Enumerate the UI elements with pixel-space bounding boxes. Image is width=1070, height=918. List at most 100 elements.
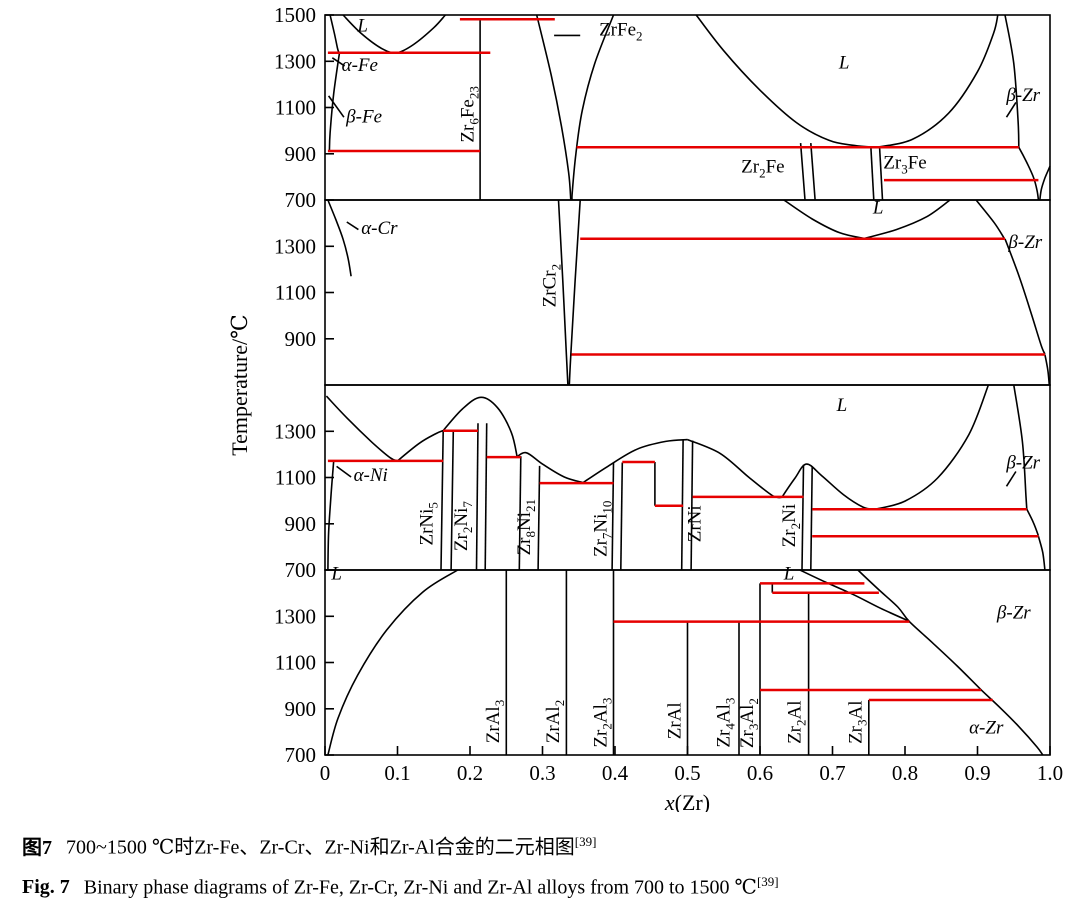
phase-boundary-zrni5-right: [450, 430, 455, 571]
phase-label-zr3al2: Zr3Al2: [737, 698, 761, 748]
phase-label-zral2: ZrAl2: [543, 700, 567, 743]
phase-label-zr: β-Zr: [1005, 452, 1040, 473]
y-tick-label: 1100: [275, 281, 316, 305]
x-tick-label: 0.4: [602, 761, 629, 785]
phase-boundary-zr8ni21-right: [537, 465, 541, 571]
panel-zr-fe: 1500 1300 1100 900 700 Lα-Fe β-Fe Zr6Fe23 ZrFe2 L…: [274, 3, 1051, 212]
phase-boundary-betafe-leader: [327, 95, 345, 118]
phase-label-zrni5: ZrNi5: [416, 502, 440, 545]
phase-boundary-liq-left: [327, 569, 459, 756]
phase-label-fe: β-Fe: [345, 107, 382, 128]
phase-boundary-liq5: [582, 438, 688, 484]
phase-label-zr: α-Zr: [969, 718, 1004, 739]
x-tick-label: 0.1: [384, 761, 410, 785]
caption-zh-label: 图7: [22, 836, 52, 859]
x-axis-label: x(Zr): [664, 790, 710, 812]
phase-label-l: L: [356, 16, 368, 37]
y-tick-label: 900: [285, 327, 317, 351]
phase-boundary-liq6: [687, 438, 782, 499]
phase-boundary-liquidus-zr: [875, 14, 999, 149]
x-axis: 0 0.1 0.2 0.3 0.4 0.5 0.6 0.7 0.8 0.9 1.0: [320, 746, 1063, 785]
phase-boundary-betazr-solidus: [1013, 384, 1028, 510]
x-tick-label: 0: [320, 761, 331, 785]
phase-label-l: L: [838, 53, 850, 74]
panel-border: [324, 14, 1051, 201]
phase-boundary-betazr-solvus: [1004, 238, 1046, 355]
phase-boundary-liquidus-asc: [864, 199, 951, 240]
phase-label-zr2al: Zr2Al: [785, 700, 809, 743]
phase-label-zral3: ZrAl3: [483, 700, 507, 743]
phase-boundary-zr7ni10-left: [611, 462, 615, 571]
phase-label-zr2al3: Zr2Al3: [590, 698, 614, 748]
phase-boundary-zr2fe-left: [799, 143, 806, 201]
panel-zr-ni: 1300 1100 900 700 α-Ni ZrNi5 Zr2Ni7 Zr8Ni21 Zr7N…: [274, 384, 1051, 582]
phase-boundary-zr2fe-right: [810, 143, 816, 201]
caption-zh: 图7 700~1500 ℃时Zr-Fe、Zr-Cr、Zr-Ni和Zr-Al合金的二…: [22, 834, 1070, 861]
phase-boundary-gammafe-solvus: [328, 52, 341, 152]
y-tick-label: 1100: [275, 466, 316, 490]
phase-boundary-betazr-tail: [1044, 354, 1051, 386]
phase-boundary-zr8ni21-left: [518, 456, 522, 571]
phase-boundary-liquidus-desc: [783, 199, 865, 240]
phase-boundary-betazr-boundary: [857, 569, 1044, 756]
y-tick-label: 1300: [274, 234, 316, 258]
x-tick-label: 0.5: [674, 761, 700, 785]
phase-boundary-cr-solvus: [327, 199, 352, 277]
phase-boundary-zr2ni7-right: [484, 423, 488, 571]
phase-boundary-zrcr2-left: [557, 199, 569, 386]
x-tick-label: 0.8: [892, 761, 918, 785]
phase-label-zr6fe23: Zr6Fe23: [458, 86, 482, 142]
phase-boundary-zrfe2-right: [571, 14, 615, 201]
phase-diagram-figure: 1500 1300 1100 900 700 Lα-Fe β-Fe Zr6Fe23 ZrFe2 L…: [227, 3, 1063, 812]
phase-label-zr3al: Zr3Al: [846, 700, 870, 743]
phase-boundary-betazr-tick: [1005, 101, 1017, 118]
caption-zh-ref: [39]: [574, 834, 597, 849]
y-tick-label: 700: [285, 558, 317, 582]
phase-boundary-liq2: [396, 429, 444, 462]
phase-boundary-zr2ni-right: [810, 466, 813, 571]
y-tick-label: 1500: [274, 3, 316, 27]
phase-label-l: L: [783, 563, 795, 584]
y-tick-label: 1300: [274, 49, 316, 73]
panel-border: [324, 199, 1051, 386]
phase-label-zr4al3: Zr4Al3: [714, 698, 738, 748]
x-tick-label: 1.0: [1037, 761, 1063, 785]
phase-boundary-betazr-tail: [1037, 536, 1046, 571]
panel-zr-cr: 1300 1100 900 α-Cr ZrCr2 Lβ-Zr: [274, 197, 1051, 386]
phase-label-zr2fe: Zr2Fe: [741, 156, 784, 180]
phase-boundary-zr2ni-left: [801, 464, 805, 571]
phase-boundary-zrcr2-right: [568, 199, 581, 386]
y-tick-label: 1300: [274, 419, 316, 443]
phase-boundary-betazr-solvus: [1018, 146, 1040, 201]
phase-label-zr3fe: Zr3Fe: [883, 153, 926, 177]
phase-boundary-zrfe2-left: [535, 14, 572, 201]
x-tick-label: 0.9: [964, 761, 990, 785]
x-tick-label: 0.3: [529, 761, 555, 785]
y-tick-label: 1100: [275, 651, 316, 675]
caption-zh-text: 700~1500 ℃时Zr-Fe、Zr-Cr、Zr-Ni和Zr-Al合金的二元相…: [66, 836, 575, 859]
y-axis-label: Temperature/℃: [227, 314, 252, 456]
y-tick-label: 900: [285, 512, 317, 536]
phase-boundary-betazr-solidus: [1004, 14, 1020, 148]
phase-label-l: L: [836, 395, 848, 416]
phase-label-zr: β-Zr: [1007, 232, 1042, 253]
caption-en-text: Binary phase diagrams of Zr-Fe, Zr-Cr, Z…: [83, 876, 757, 899]
phase-label-l: L: [330, 564, 342, 585]
phase-boundary-betazr-tick: [1005, 471, 1017, 487]
phase-boundary-alphani-leader: [336, 465, 352, 478]
phase-boundary-liq-right: [799, 569, 910, 623]
phase-label-zrfe2: ZrFe2: [599, 19, 642, 43]
x-tick-label: 0.6: [747, 761, 773, 785]
phase-label-zr2ni: Zr2Ni: [779, 504, 803, 547]
y-tick-label: 700: [285, 743, 317, 767]
phase-label-zr2ni7: Zr2Ni7: [451, 501, 475, 551]
caption-en: Fig. 7 Binary phase diagrams of Zr-Fe, Zr…: [22, 874, 1070, 901]
phase-boundary-liq8: [874, 384, 990, 511]
phase-label-zr: β-Zr: [996, 603, 1031, 624]
phase-boundary-gammafe-solidus: [329, 14, 340, 53]
y-tick-label: 700: [285, 188, 317, 212]
phase-label-zral: ZrAl: [664, 702, 685, 739]
y-tick-label: 900: [285, 142, 317, 166]
phase-label-fe: α-Fe: [342, 55, 378, 76]
